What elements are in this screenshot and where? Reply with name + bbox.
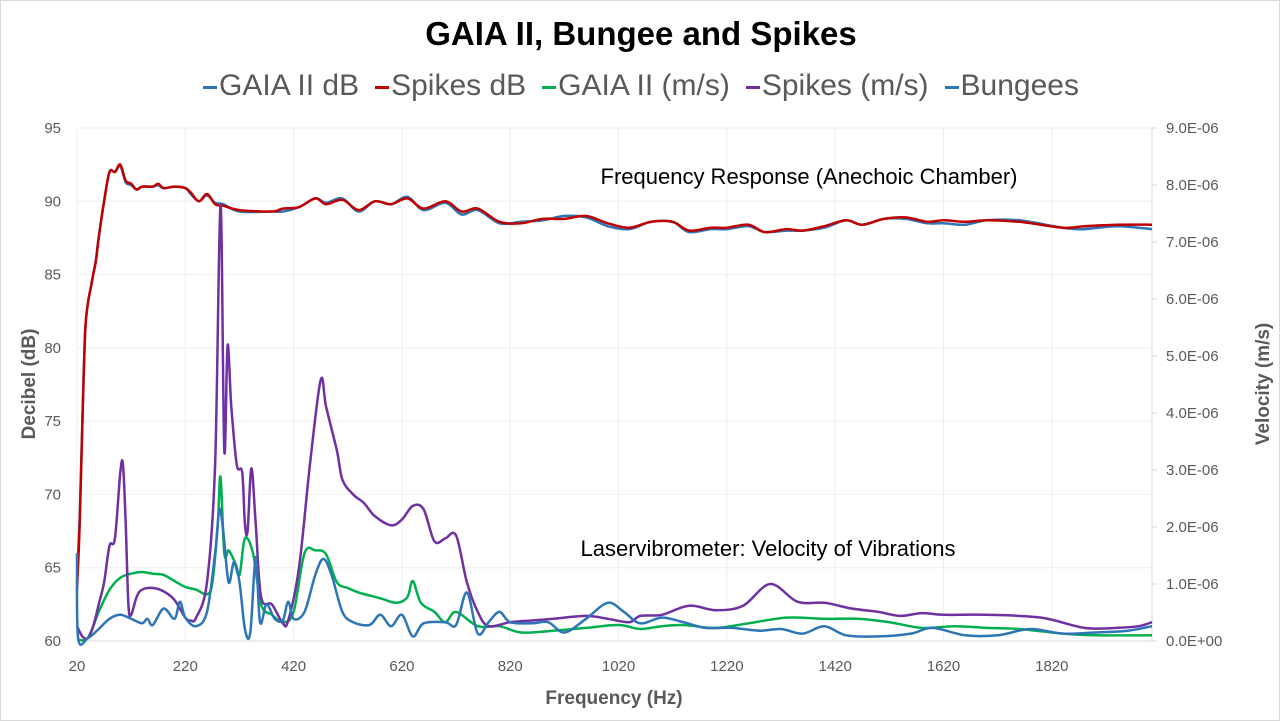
series-line-spikes-m-s bbox=[75, 203, 1153, 641]
y2-tick-label: 9.0E-06 bbox=[1166, 120, 1219, 137]
x-tick-label: 420 bbox=[281, 658, 306, 675]
y-tick-label: 70 bbox=[44, 486, 61, 503]
series-line-gaia-ii-m-s bbox=[76, 475, 1153, 642]
legend-label: Spikes (m/s) bbox=[761, 69, 929, 102]
annotation-laservibrometer: Laservibrometer: Velocity of Vibrations bbox=[581, 536, 956, 561]
y-tick-label: 65 bbox=[44, 560, 61, 577]
legend-label: Spikes dB bbox=[391, 69, 527, 102]
annotation-frequency-response: Frequency Response (Anechoic Chamber) bbox=[601, 164, 1018, 189]
legend-item: Spikes (m/s) bbox=[745, 69, 929, 103]
y2-tick-label: 4.0E-06 bbox=[1166, 405, 1219, 422]
y-tick-label: 85 bbox=[44, 267, 61, 284]
y2-axis-label: Velocity (m/s) bbox=[1253, 323, 1274, 446]
legend-label: GAIA II dB bbox=[219, 69, 360, 102]
y2-tick-label: 8.0E-06 bbox=[1166, 177, 1219, 194]
y2-tick-label: 7.0E-06 bbox=[1166, 234, 1219, 251]
x-tick-label: 820 bbox=[498, 658, 523, 675]
y2-tick-label: 2.0E-06 bbox=[1166, 519, 1219, 536]
x-tick-label: 620 bbox=[389, 658, 414, 675]
y2-tick-label: 3.0E-06 bbox=[1166, 462, 1219, 479]
series-line-bungees bbox=[75, 507, 1153, 647]
y-tick-label: 90 bbox=[44, 193, 61, 210]
legend-item: Spikes dB bbox=[375, 69, 526, 103]
x-tick-label: 1020 bbox=[602, 658, 635, 675]
x-tick-label: 1620 bbox=[927, 658, 960, 675]
y-tick-label: 75 bbox=[44, 413, 61, 430]
legend-marker bbox=[944, 85, 959, 89]
y-tick-label: 95 bbox=[44, 120, 61, 137]
y2-tick-label: 5.0E-06 bbox=[1166, 348, 1219, 365]
series-line-gaia-ii-db bbox=[75, 164, 1153, 583]
y-tick-label: 60 bbox=[44, 633, 61, 650]
y2-tick-label: 6.0E-06 bbox=[1166, 291, 1219, 308]
legend-item: GAIA II dB bbox=[203, 69, 359, 103]
series-line-spikes-db bbox=[75, 163, 1153, 590]
legend-marker bbox=[542, 85, 557, 89]
x-tick-label: 1420 bbox=[818, 658, 851, 675]
x-tick-label: 1220 bbox=[710, 658, 743, 675]
x-axis-label: Frequency (Hz) bbox=[545, 688, 682, 709]
legend-marker bbox=[745, 85, 760, 89]
chart-title: GAIA II, Bungee and Spikes bbox=[425, 15, 857, 52]
x-tick-label: 1820 bbox=[1035, 658, 1068, 675]
legend-marker bbox=[375, 85, 390, 89]
legend-label: Bungees bbox=[960, 69, 1079, 102]
legend-marker bbox=[203, 85, 218, 89]
legend: GAIA II dB Spikes dB GAIA II (m/s) Spikes (… bbox=[1, 69, 1279, 103]
legend-item: Bungees bbox=[944, 69, 1079, 103]
y2-tick-label: 0.0E+00 bbox=[1166, 633, 1222, 650]
y-axis-label: Decibel (dB) bbox=[19, 329, 40, 440]
legend-label: GAIA II (m/s) bbox=[558, 69, 730, 102]
x-tick-label: 20 bbox=[69, 658, 86, 675]
legend-item: GAIA II (m/s) bbox=[542, 69, 730, 103]
y2-tick-label: 1.0E-06 bbox=[1166, 576, 1219, 593]
y-tick-label: 80 bbox=[44, 340, 61, 357]
x-tick-label: 220 bbox=[173, 658, 198, 675]
